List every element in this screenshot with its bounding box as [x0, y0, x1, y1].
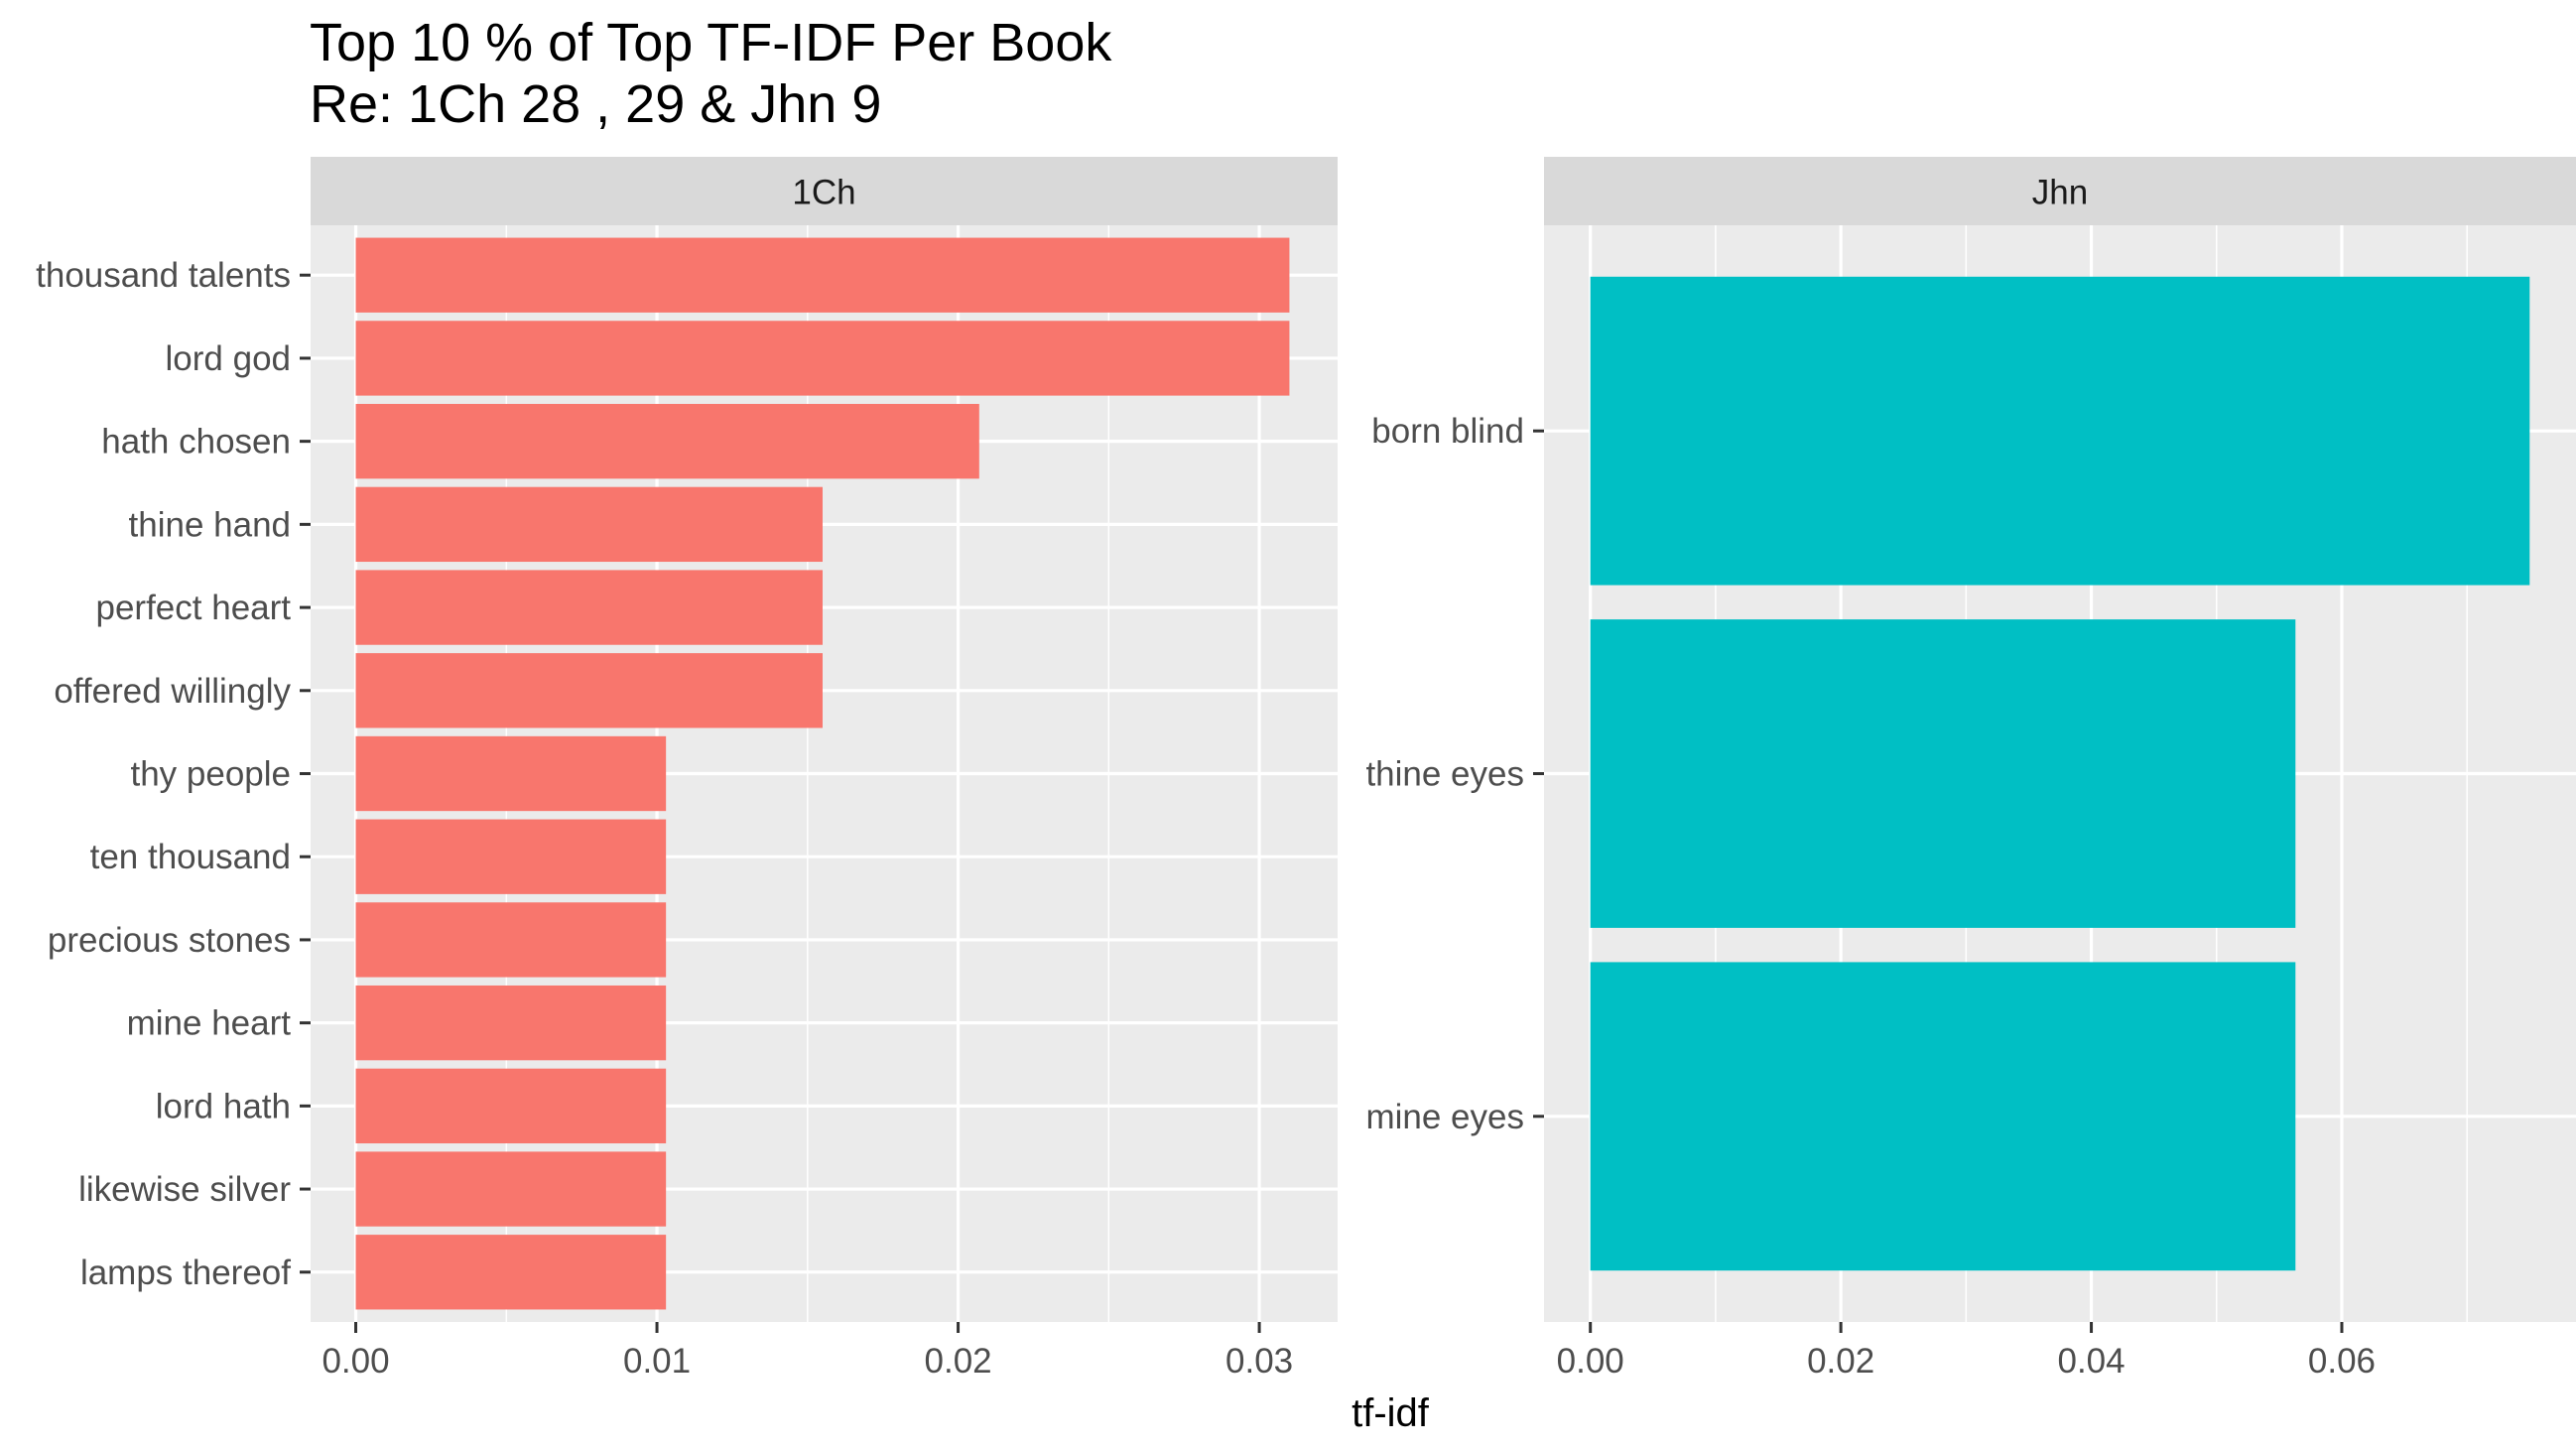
x-tick-label: 0.03: [1225, 1342, 1293, 1381]
y-tick-label: thine eyes: [1365, 755, 1524, 794]
bar: [355, 1151, 667, 1227]
y-tick-label: hath chosen: [101, 423, 291, 462]
y-tick-label: mine heart: [127, 1004, 292, 1043]
y-tick-label: born blind: [1371, 412, 1524, 451]
y-tick-label: likewise silver: [78, 1170, 291, 1209]
bar: [1590, 962, 2296, 1271]
y-tick-label: thine hand: [129, 505, 291, 544]
bar: [1590, 276, 2530, 586]
x-tick-label: 0.06: [2308, 1342, 2376, 1381]
y-tick-label: offered willingly: [54, 672, 291, 711]
chart-subtitle: Re: 1Ch 28 , 29 & Jhn 9: [310, 74, 882, 134]
panel-1Ch: 1Ch thousand talents lord god hath chosen th…: [36, 157, 1338, 1381]
x-tick-label: 0.00: [322, 1342, 389, 1381]
x-tick-label: 0.01: [623, 1342, 691, 1381]
bar: [355, 1068, 667, 1144]
x-tick-label: 0.02: [1807, 1342, 1874, 1381]
bar: [355, 321, 1290, 396]
bar: [355, 403, 979, 479]
bar: [355, 819, 667, 894]
facet-strip: [1544, 157, 2576, 225]
facet-strip-label: 1Ch: [792, 174, 855, 212]
bar: [355, 570, 823, 645]
y-tick-label: thy people: [130, 755, 291, 794]
bar: [355, 985, 667, 1061]
y-tick-label: lord hath: [156, 1087, 291, 1125]
y-tick-label: precious stones: [48, 921, 291, 960]
y-tick-label: perfect heart: [96, 589, 292, 627]
x-tick-label: 0.00: [1557, 1342, 1624, 1381]
chart-title: Top 10 % of Top TF-IDF Per Book: [310, 13, 1112, 72]
bar: [355, 1235, 667, 1310]
bar: [355, 735, 667, 812]
y-tick-label: ten thousand: [90, 838, 291, 876]
bar: [355, 653, 823, 728]
bar: [355, 902, 667, 978]
panel-Jhn: Jhn born blind thine eyes mine eyes 0.00 0.02…: [1365, 157, 2576, 1381]
y-tick-label: thousand talents: [36, 256, 291, 295]
bar: [355, 486, 823, 563]
x-axis-title: tf-idf: [1352, 1391, 1430, 1435]
facet-strip: [311, 157, 1338, 225]
x-tick-label: 0.04: [2057, 1342, 2125, 1381]
y-tick-label: lamps thereof: [80, 1253, 291, 1292]
y-tick-label: mine eyes: [1365, 1098, 1524, 1136]
y-tick-label: lord god: [166, 339, 291, 378]
bar: [1590, 619, 2296, 928]
bar: [355, 237, 1290, 313]
facet-strip-label: Jhn: [2032, 174, 2088, 212]
x-tick-label: 0.02: [925, 1342, 992, 1381]
